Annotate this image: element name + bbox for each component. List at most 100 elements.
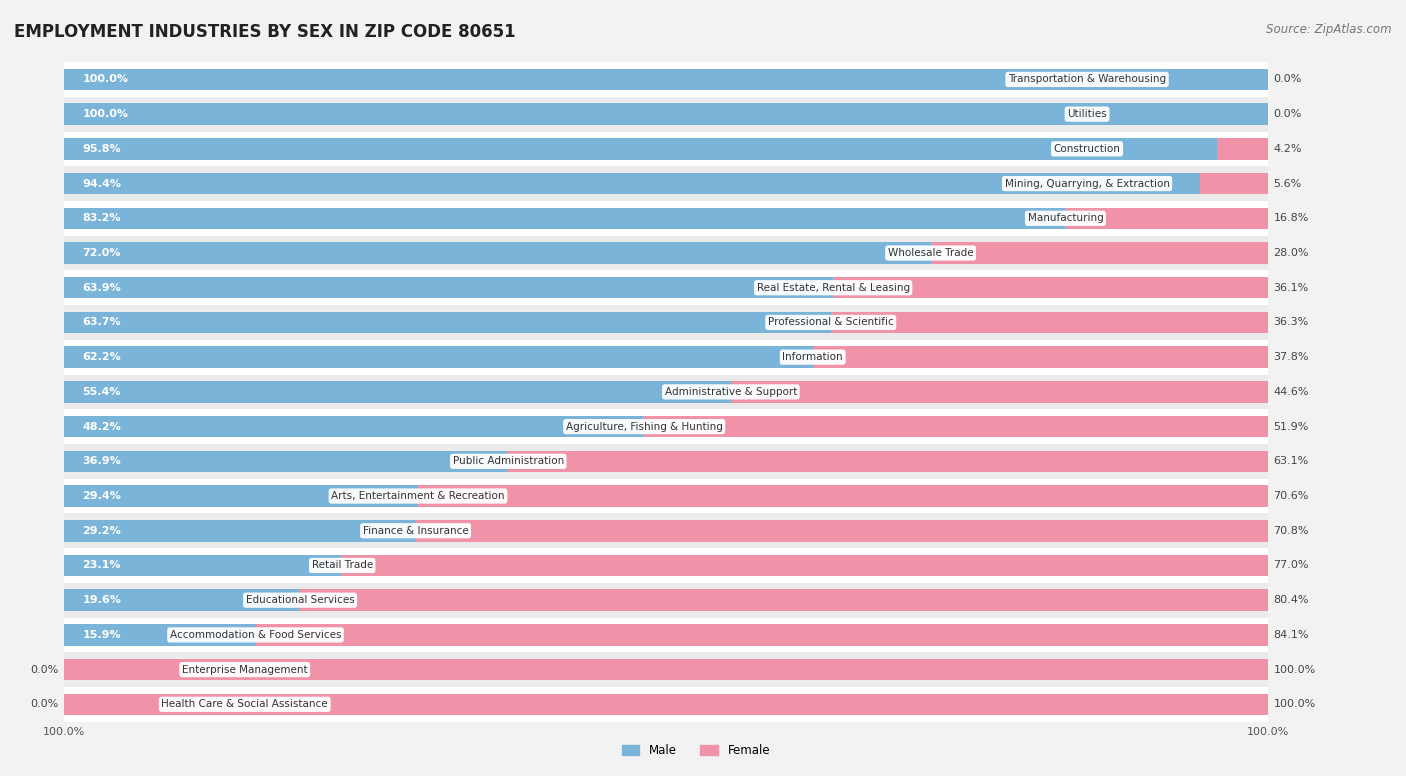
Text: 36.3%: 36.3% xyxy=(1274,317,1309,327)
Bar xyxy=(65,138,1218,160)
Bar xyxy=(342,555,1268,577)
Bar xyxy=(65,687,1268,722)
Text: 70.6%: 70.6% xyxy=(1274,491,1309,501)
Bar xyxy=(65,590,299,611)
Text: 94.4%: 94.4% xyxy=(83,178,121,189)
Text: 63.9%: 63.9% xyxy=(83,282,121,293)
Bar xyxy=(65,624,256,646)
Text: 51.9%: 51.9% xyxy=(1274,421,1309,431)
Bar xyxy=(813,346,1268,368)
Bar xyxy=(65,694,1268,715)
Text: 0.0%: 0.0% xyxy=(1274,109,1302,120)
Bar xyxy=(65,346,813,368)
Bar xyxy=(65,305,1268,340)
Text: 29.2%: 29.2% xyxy=(83,526,121,535)
Bar xyxy=(65,618,1268,653)
Bar xyxy=(65,312,831,333)
Bar xyxy=(643,416,1268,438)
Bar xyxy=(834,277,1268,299)
Bar xyxy=(65,451,508,472)
Text: Health Care & Social Assistance: Health Care & Social Assistance xyxy=(162,699,328,709)
Text: Professional & Scientific: Professional & Scientific xyxy=(768,317,894,327)
Bar xyxy=(65,381,731,403)
Text: 28.0%: 28.0% xyxy=(1274,248,1309,258)
Bar xyxy=(65,201,1268,236)
Bar xyxy=(731,381,1268,403)
Text: Construction: Construction xyxy=(1053,144,1121,154)
Bar xyxy=(931,242,1268,264)
Text: 5.6%: 5.6% xyxy=(1274,178,1302,189)
Text: 23.1%: 23.1% xyxy=(83,560,121,570)
Text: 55.4%: 55.4% xyxy=(83,387,121,397)
Bar xyxy=(65,659,1268,681)
Bar xyxy=(65,270,1268,305)
Text: 37.8%: 37.8% xyxy=(1274,352,1309,362)
Bar xyxy=(65,68,1268,90)
Text: 62.2%: 62.2% xyxy=(83,352,121,362)
Bar xyxy=(416,520,1268,542)
Text: Finance & Insurance: Finance & Insurance xyxy=(363,526,468,535)
Bar xyxy=(65,242,931,264)
Bar xyxy=(65,375,1268,409)
Text: Utilities: Utilities xyxy=(1067,109,1107,120)
Bar xyxy=(65,236,1268,270)
Text: Public Administration: Public Administration xyxy=(453,456,564,466)
Text: Information: Information xyxy=(782,352,844,362)
Text: 15.9%: 15.9% xyxy=(83,630,121,640)
Text: Transportation & Warehousing: Transportation & Warehousing xyxy=(1008,74,1166,85)
Bar xyxy=(65,653,1268,687)
Bar xyxy=(65,416,644,438)
Bar xyxy=(65,548,1268,583)
Text: 19.6%: 19.6% xyxy=(83,595,121,605)
Text: 95.8%: 95.8% xyxy=(83,144,121,154)
Text: 80.4%: 80.4% xyxy=(1274,595,1309,605)
Text: 16.8%: 16.8% xyxy=(1274,213,1309,223)
Text: EMPLOYMENT INDUSTRIES BY SEX IN ZIP CODE 80651: EMPLOYMENT INDUSTRIES BY SEX IN ZIP CODE… xyxy=(14,23,516,41)
Text: Real Estate, Rental & Leasing: Real Estate, Rental & Leasing xyxy=(756,282,910,293)
Text: 84.1%: 84.1% xyxy=(1274,630,1309,640)
Text: 0.0%: 0.0% xyxy=(30,664,58,674)
Bar xyxy=(65,583,1268,618)
Text: Agriculture, Fishing & Hunting: Agriculture, Fishing & Hunting xyxy=(565,421,723,431)
Text: 100.0%: 100.0% xyxy=(1274,699,1316,709)
Bar xyxy=(1218,138,1268,160)
Bar xyxy=(65,409,1268,444)
Bar xyxy=(65,207,1066,229)
Bar xyxy=(65,166,1268,201)
Text: 63.1%: 63.1% xyxy=(1274,456,1309,466)
Bar xyxy=(65,514,1268,548)
Text: 36.1%: 36.1% xyxy=(1274,282,1309,293)
Text: 4.2%: 4.2% xyxy=(1274,144,1302,154)
Text: Educational Services: Educational Services xyxy=(246,595,354,605)
Text: Mining, Quarrying, & Extraction: Mining, Quarrying, & Extraction xyxy=(1004,178,1170,189)
Bar xyxy=(65,485,418,507)
Text: 72.0%: 72.0% xyxy=(83,248,121,258)
Text: Accommodation & Food Services: Accommodation & Food Services xyxy=(170,630,342,640)
Bar xyxy=(299,590,1268,611)
Text: 0.0%: 0.0% xyxy=(1274,74,1302,85)
Bar xyxy=(1201,173,1268,194)
Text: 36.9%: 36.9% xyxy=(83,456,121,466)
Bar xyxy=(508,451,1268,472)
Text: Manufacturing: Manufacturing xyxy=(1028,213,1104,223)
Text: 0.0%: 0.0% xyxy=(30,699,58,709)
Text: 29.4%: 29.4% xyxy=(83,491,121,501)
Bar xyxy=(65,479,1268,514)
Bar xyxy=(418,485,1268,507)
Text: 100.0%: 100.0% xyxy=(83,74,128,85)
Text: Source: ZipAtlas.com: Source: ZipAtlas.com xyxy=(1267,23,1392,36)
Bar xyxy=(65,340,1268,375)
Bar xyxy=(1066,207,1268,229)
Legend: Male, Female: Male, Female xyxy=(617,740,775,762)
Text: Arts, Entertainment & Recreation: Arts, Entertainment & Recreation xyxy=(332,491,505,501)
Text: Retail Trade: Retail Trade xyxy=(312,560,373,570)
Bar xyxy=(65,555,342,577)
Bar xyxy=(65,97,1268,131)
Bar xyxy=(256,624,1268,646)
Text: 100.0%: 100.0% xyxy=(1274,664,1316,674)
Text: 77.0%: 77.0% xyxy=(1274,560,1309,570)
Bar xyxy=(65,131,1268,166)
Text: Enterprise Management: Enterprise Management xyxy=(181,664,308,674)
Bar xyxy=(65,62,1268,97)
Bar xyxy=(831,312,1268,333)
